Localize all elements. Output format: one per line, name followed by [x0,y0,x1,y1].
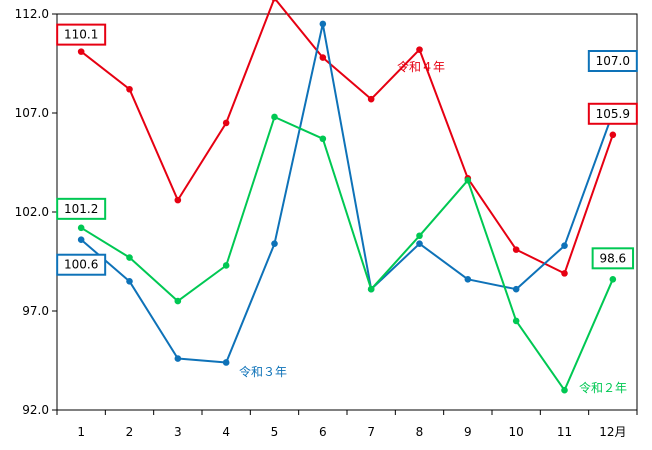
data-label-box: 100.6 [56,253,107,276]
y-tick-label: 92.0 [22,403,49,417]
x-tick-label: 6 [319,425,327,439]
x-tick-label: 12月 [599,425,626,439]
x-tick-label: 2 [126,425,134,439]
data-point [77,224,85,232]
data-point [416,46,423,53]
data-label-box: 107.0 [587,50,638,72]
data-point [126,85,133,93]
series-labels: 令和４年 令和３年 令和２年 [239,59,627,395]
data-point [367,285,375,293]
series-line [80,0,614,275]
data-point [319,54,327,61]
data-point [512,285,520,293]
data-point [174,196,182,204]
data-label-box: 110.1 [56,23,107,46]
data-label: 100.6 [64,258,98,272]
x-tick-label: 1 [77,425,85,439]
series-line [80,116,614,392]
data-point [561,242,568,249]
data-label-box: 101.2 [56,197,107,220]
data-label: 105.9 [596,107,630,121]
data-point [271,113,278,121]
data-point [512,317,520,325]
data-label-box: 105.9 [587,102,638,125]
data-label: 98.6 [599,251,626,265]
data-point [222,262,230,269]
data-point [77,236,85,244]
series-3 [77,113,617,394]
series-label-reiwa4: 令和４年 [397,59,445,74]
series-line [80,22,614,364]
data-label: 110.1 [64,28,98,42]
data-point [464,177,472,184]
data-label: 101.2 [64,202,98,216]
data-point [416,240,423,247]
data-point [222,119,230,127]
data-point [126,278,133,285]
data-point [561,270,568,277]
x-tick-label: 10 [509,425,524,439]
data-point [126,254,133,261]
x-axis: 1 2 3 4 5 6 7 8 9 10 11 12月 [56,410,638,439]
data-label-frame [56,197,107,220]
data-point [174,355,182,362]
x-tick-label: 7 [367,425,375,439]
data-point [416,232,423,240]
data-point [561,386,568,394]
series-label-reiwa3: 令和３年 [239,364,287,379]
data-label-frame [587,50,638,72]
y-tick-label: 112.0 [15,7,49,21]
series-2 [77,20,617,366]
x-tick-label: 11 [557,425,572,439]
data-point [609,131,617,139]
y-tick-label: 97.0 [22,304,49,318]
data-point [222,359,230,366]
data-point [464,276,472,283]
data-label-frame [56,253,107,276]
data-point [271,0,278,2]
x-tick-label: 4 [222,425,230,439]
data-label-frame [591,247,635,270]
series-label-reiwa2: 令和２年 [579,380,627,395]
data-point [319,135,327,143]
data-point [271,240,278,247]
data-point [367,95,375,103]
y-tick-label: 107.0 [15,106,49,120]
x-tick-label: 9 [464,425,472,439]
data-label-frame [587,102,638,125]
x-tick-label: 8 [416,425,424,439]
data-label-frame [56,23,107,46]
data-point [319,20,327,28]
data-label-box: 98.6 [591,247,635,270]
data-point [512,246,520,253]
data-label: 107.0 [596,54,630,68]
data-point [174,297,182,305]
data-label-boxes: 110.1 105.9 100.6 107.0 101.2 98.6 [56,23,638,276]
x-tick-label: 5 [271,425,279,439]
series-layer [77,0,617,394]
y-tick-label: 102.0 [15,205,49,219]
data-point [77,48,85,55]
data-point [609,276,617,283]
y-axis: 92.0 97.0 102.0 107.0 112.0 [15,7,57,417]
x-tick-label: 3 [174,425,182,439]
